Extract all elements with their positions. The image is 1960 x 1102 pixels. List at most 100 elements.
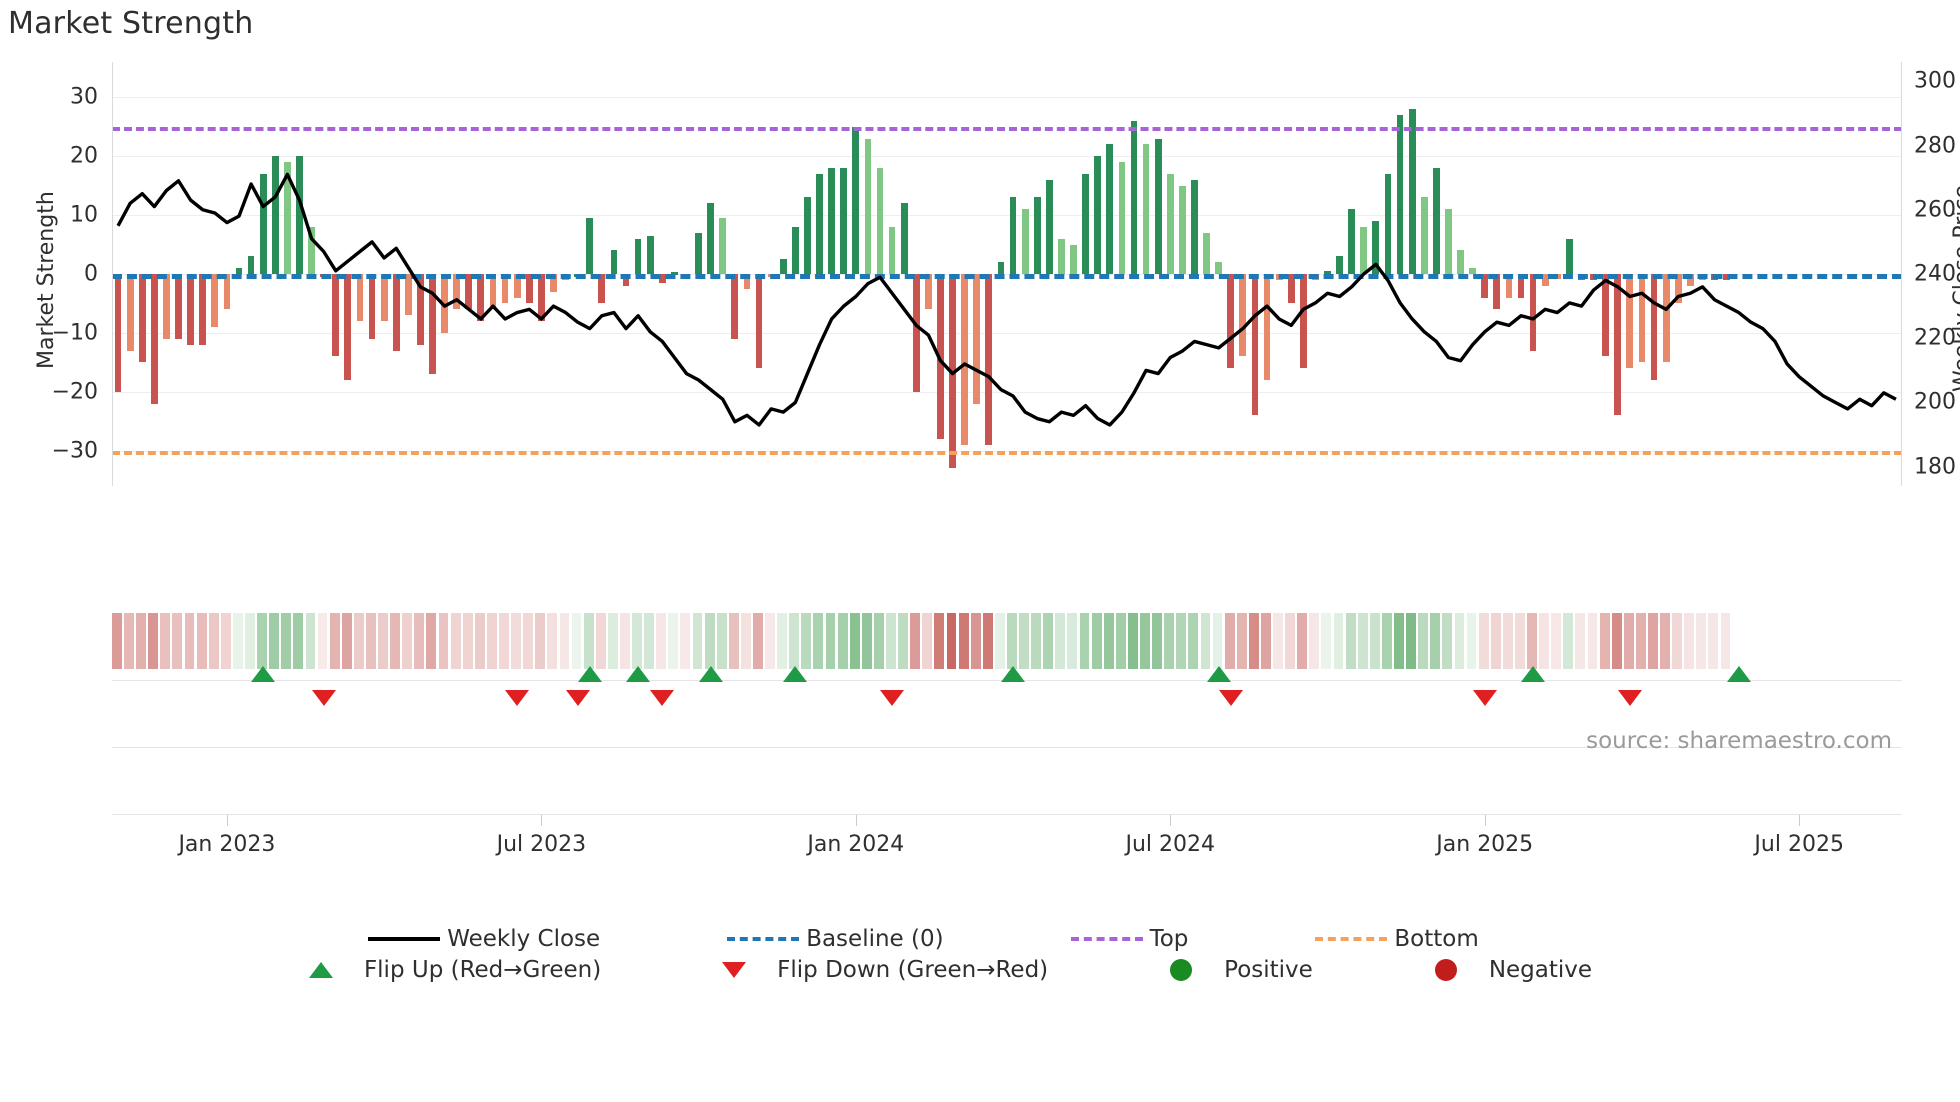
legend-label: Bottom	[1394, 926, 1479, 952]
legend-item-bottom[interactable]: Bottom	[1308, 926, 1479, 952]
strength-bar	[1045, 179, 1053, 274]
strength-bar	[1602, 274, 1610, 357]
x-axis-tick-label: Jan 2025	[1436, 832, 1534, 857]
negative-dot-icon	[1434, 959, 1457, 981]
heatstrip-cell	[753, 613, 763, 669]
strength-bar	[719, 218, 727, 274]
heatstrip-cell	[208, 613, 219, 669]
legend-label: Baseline (0)	[806, 926, 944, 952]
legend-row-1: Weekly Close Baseline (0) Top Bottom	[0, 915, 1960, 963]
heatstrip-cell	[1406, 613, 1416, 669]
chart-legend: Weekly Close Baseline (0) Top Bottom Flip U…	[0, 915, 1960, 1025]
strength-bar	[1457, 250, 1464, 274]
flip-up-marker	[577, 666, 602, 682]
heatstrip-cell	[184, 613, 195, 669]
x-axis-tick-mark	[1170, 815, 1172, 826]
heatstrip-cell	[1430, 613, 1441, 669]
strength-bar	[1336, 256, 1343, 274]
heatstrip-cell	[1260, 613, 1271, 669]
heatstrip-cell	[958, 613, 969, 669]
heatstrip-cell	[595, 613, 606, 669]
strength-bar	[199, 274, 207, 345]
legend-item-baseline[interactable]: Baseline (0)	[720, 926, 944, 952]
baseline-line-swatch-icon	[727, 937, 800, 941]
strength-bar	[1638, 274, 1646, 363]
heatstrip-cell	[873, 613, 884, 669]
legend-label: Weekly Close	[447, 926, 601, 952]
heatstrip-cell	[619, 613, 630, 669]
legend-item-negative[interactable]: Negative	[1403, 957, 1592, 983]
heatstrip-cell	[1563, 613, 1574, 669]
heatstrip-cell	[124, 613, 134, 669]
legend-label: Negative	[1488, 957, 1593, 983]
heatstrip-cell	[1188, 613, 1199, 669]
heatstrip-cell	[1236, 613, 1247, 669]
legend-label: Top	[1149, 926, 1189, 952]
right-axis-tick-label: 180	[1914, 454, 1956, 480]
flip-up-marker	[251, 666, 276, 682]
heatstrip-cell	[898, 613, 909, 669]
reference-line-baseline-0	[112, 274, 1902, 279]
heatstrip-cell	[523, 613, 534, 669]
strength-bar	[1033, 197, 1041, 274]
right-axis-tick-label: 240	[1914, 261, 1956, 287]
strength-bar	[586, 218, 594, 274]
strength-bar	[1142, 144, 1150, 274]
strength-bar	[114, 274, 122, 392]
heatstrip-cell	[849, 613, 860, 669]
heatstrip-cell	[1527, 613, 1537, 669]
heatstrip-cell	[1079, 613, 1090, 669]
strength-bar	[610, 250, 618, 274]
strength-bar	[876, 168, 884, 274]
strength-bar	[392, 274, 400, 351]
heatstrip-cell	[1454, 613, 1465, 669]
strength-bar	[1191, 179, 1198, 274]
heatstrip-cell	[644, 613, 655, 669]
strength-bar	[1650, 274, 1658, 380]
strength-bar	[1445, 209, 1452, 274]
left-axis-tick-label: −30	[51, 438, 98, 464]
strength-bar	[937, 274, 944, 439]
heatstrip-cell	[293, 613, 304, 669]
legend-item-top[interactable]: Top	[1064, 926, 1189, 952]
strength-bar	[1384, 173, 1392, 274]
strength-bar	[1348, 209, 1356, 274]
momentum-heatstrip	[112, 613, 1902, 669]
heatstrip-cell	[728, 613, 739, 669]
legend-item-flip-up[interactable]: Flip Up (Red→Green)	[278, 957, 601, 983]
left-axis-tick-label: 0	[84, 261, 98, 287]
heatstrip-cell	[365, 613, 376, 669]
strength-bar	[1420, 197, 1428, 274]
strength-bar	[1251, 274, 1259, 416]
legend-item-weekly-close[interactable]: Weekly Close	[361, 926, 600, 952]
heatstrip-cell	[1575, 613, 1586, 669]
right-axis-tick-label: 280	[1914, 133, 1956, 158]
heatstrip-cell	[1611, 613, 1622, 669]
strength-bar	[1493, 274, 1501, 310]
heatstrip-cell	[837, 613, 848, 669]
strength-bar	[816, 173, 823, 274]
strength-bar	[368, 274, 376, 339]
flip-up-marker	[783, 666, 808, 682]
heatstrip-cell	[632, 613, 642, 669]
heatstrip-cell	[934, 613, 945, 669]
strength-bar	[1009, 197, 1017, 274]
left-axis-tick-label: −10	[51, 320, 98, 346]
x-axis-tick-label: Jan 2024	[807, 832, 905, 857]
heatstrip-cell	[378, 613, 388, 669]
heatstrip-cell	[777, 613, 788, 669]
heatstrip-cell	[607, 613, 618, 669]
heatstrip-cell	[861, 613, 872, 669]
strength-bar	[283, 162, 291, 274]
strength-bar	[949, 274, 956, 469]
strength-bar	[465, 274, 473, 310]
strength-bar	[211, 274, 219, 327]
heatstrip-cell	[1418, 613, 1429, 669]
flip-down-triangle-icon	[722, 962, 747, 978]
x-axis-tick-mark	[541, 815, 543, 826]
legend-item-positive[interactable]: Positive	[1138, 957, 1313, 983]
right-axis-tick-label: 220	[1914, 325, 1956, 351]
strength-bar	[1094, 156, 1102, 274]
legend-item-flip-down[interactable]: Flip Down (Green→Red)	[691, 957, 1048, 983]
